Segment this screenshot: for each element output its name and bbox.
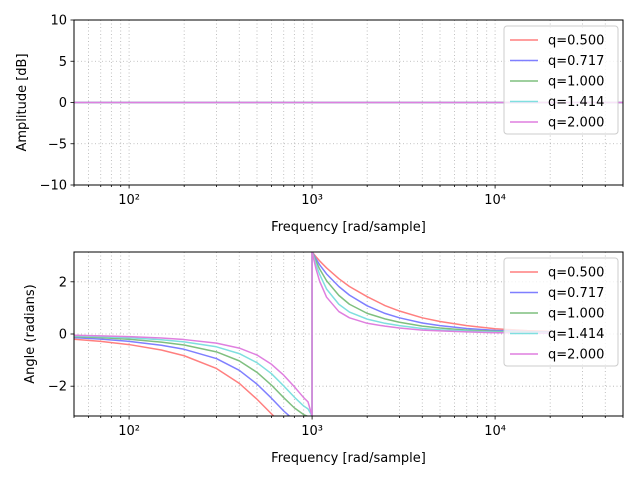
y-tick-label: −10 [40, 179, 67, 194]
series-line-q=0.717 [74, 252, 551, 416]
amplitude-ticks: 10² 10³ 10⁴ −10 −5 0 5 10 [40, 14, 624, 208]
phase-legend: q=0.500 q=0.717 q=1.000 q=1.414 q=2.000 [503, 257, 619, 367]
legend-label: q=0.717 [548, 54, 604, 69]
legend-box [503, 257, 619, 367]
x-tick-label: 10⁴ [484, 193, 506, 208]
x-tick-label: 10³ [301, 193, 323, 208]
phase-ticks: 10² 10³ 10⁴ −2 0 2 [48, 275, 624, 439]
legend-label: q=0.500 [548, 266, 604, 281]
legend-label: q=1.414 [548, 327, 604, 342]
series-line-q=1.000 [74, 252, 551, 416]
y-tick-label: −2 [48, 380, 67, 395]
y-tick-label: 0 [59, 328, 67, 343]
series-line-q=2.000 [74, 252, 551, 416]
amplitude-plot: 10² 10³ 10⁴ −10 −5 0 5 10 Frequency [rad/sample… [15, 14, 624, 235]
series-line-q=0.500 [74, 252, 551, 416]
amplitude-x-axis-label: Frequency [rad/sample] [271, 220, 426, 235]
legend-label: q=1.000 [548, 307, 604, 322]
legend-label: q=0.717 [548, 286, 604, 301]
phase-series [74, 252, 551, 416]
legend-label: q=0.500 [548, 34, 604, 49]
x-tick-label: 10³ [301, 424, 323, 439]
y-tick-label: −5 [48, 137, 67, 152]
phase-x-axis-label: Frequency [rad/sample] [271, 451, 426, 466]
legend-label: q=2.000 [548, 116, 604, 131]
y-tick-label: 10 [50, 14, 67, 29]
legend-label: q=2.000 [548, 348, 604, 363]
y-tick-label: 2 [59, 275, 67, 290]
phase-y-axis-label: Angle (radians) [23, 284, 38, 383]
phase-plot: 10² 10³ 10⁴ −2 0 2 Frequency [rad/sample] Ang… [23, 251, 624, 466]
legend-label: q=1.000 [548, 75, 604, 90]
x-tick-label: 10² [118, 193, 140, 208]
legend-label: q=1.414 [548, 95, 604, 110]
y-tick-label: 5 [59, 55, 67, 70]
amplitude-legend: q=0.500 q=0.717 q=1.000 q=1.414 q=2.000 [503, 25, 619, 135]
x-tick-label: 10² [118, 424, 140, 439]
legend-box [503, 25, 619, 135]
amplitude-y-axis-label: Amplitude [dB] [15, 53, 30, 151]
x-tick-label: 10⁴ [484, 424, 506, 439]
series-line-q=1.414 [74, 252, 551, 416]
y-tick-label: 0 [59, 96, 67, 111]
